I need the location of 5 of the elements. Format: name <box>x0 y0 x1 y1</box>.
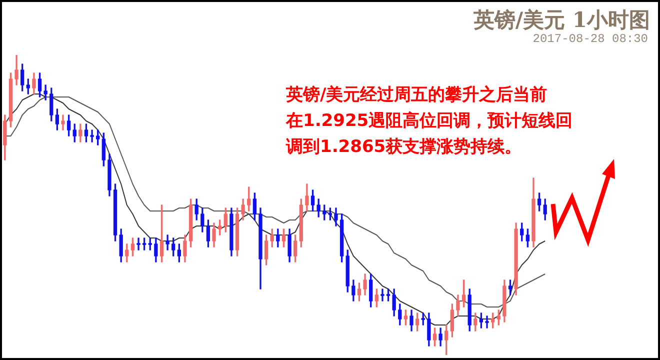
chart-title: 英镑/美元 1小时图 <box>473 6 650 34</box>
annotation: 调到1.2865获支撑涨势持续。 <box>286 136 523 159</box>
text: 2017-08-28 08:30 <box>532 32 648 46</box>
annotation: 在1.2925遇阻高位回调，预计短线回 <box>286 110 573 133</box>
annotation: 英镑/美元经过周五的攀升之后当前 <box>286 84 548 107</box>
